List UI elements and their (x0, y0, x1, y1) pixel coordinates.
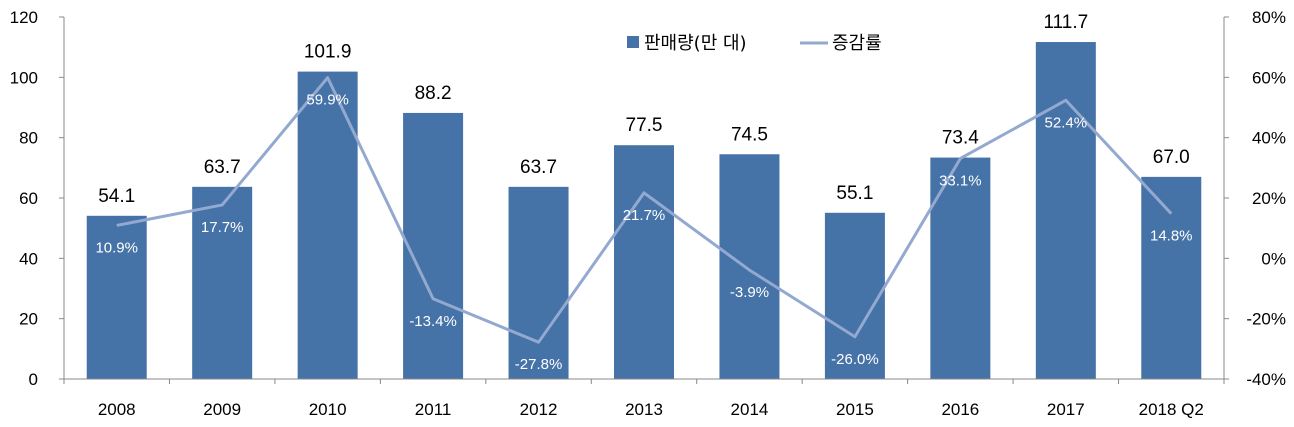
x-tick-label: 2014 (731, 400, 769, 419)
x-tick-label: 2009 (203, 400, 241, 419)
bar-value-label: 101.9 (304, 42, 352, 63)
legend-bar-label: 판매량(만 대) (644, 33, 747, 54)
bar-2008 (86, 215, 147, 379)
bar-value-label: 111.7 (1043, 12, 1088, 33)
x-tick-label: 2016 (941, 400, 979, 419)
bar-2018-q2 (1141, 176, 1202, 379)
left-tick-label: 100 (10, 68, 38, 87)
bar-value-label: 55.1 (836, 183, 873, 204)
right-tick-label: 0% (1261, 249, 1286, 268)
right-tick-label: -20% (1246, 310, 1286, 329)
legend-bar-swatch (627, 36, 639, 48)
right-tick-label: 40% (1252, 129, 1286, 148)
left-tick-label: 0 (29, 370, 38, 389)
bar-2011 (403, 112, 464, 380)
growth-value-label: 10.9% (95, 239, 138, 256)
growth-value-label: 14.8% (1150, 228, 1193, 245)
bar-value-label: 63.7 (520, 157, 557, 178)
growth-value-label: -26.0% (831, 351, 879, 368)
growth-rate-line (116, 76, 1173, 344)
bar-value-label: 88.2 (415, 83, 452, 104)
growth-value-label: 52.4% (1045, 114, 1088, 131)
bar-2017 (1035, 42, 1096, 380)
growth-value-label: 17.7% (201, 219, 244, 236)
bar-value-label: 54.1 (98, 186, 135, 207)
bar-value-label: 63.7 (204, 157, 241, 178)
bar-value-label: 74.5 (731, 124, 768, 145)
x-tick-label: 2013 (625, 400, 663, 419)
bar-2016 (930, 157, 991, 379)
x-tick-label: 2008 (98, 400, 136, 419)
growth-value-label: 21.7% (623, 207, 666, 224)
x-tick-label: 2018 Q2 (1139, 400, 1204, 419)
growth-value-label: -13.4% (409, 313, 457, 330)
bar-value-label: 67.0 (1153, 147, 1190, 168)
left-tick-label: 80 (19, 129, 38, 148)
bar-2009 (192, 186, 253, 379)
x-tick-label: 2017 (1047, 400, 1085, 419)
labels-layer: 54.1 63.7 101.9 88.2 63.7 77.5 74.5 55.1 73.4 111… (95, 12, 1192, 373)
x-tick-label: 2010 (309, 400, 347, 419)
left-tick-label: 120 (10, 8, 38, 27)
growth-line-layer (116, 76, 1173, 344)
bar-2013 (614, 145, 674, 379)
right-tick-label: 80% (1252, 8, 1286, 27)
right-tick-label: 20% (1252, 189, 1286, 208)
growth-value-label: 59.9% (306, 92, 349, 109)
growth-value-label: -3.9% (730, 284, 769, 301)
left-tick-label: 40 (19, 249, 38, 268)
right-tick-label: -40% (1246, 370, 1286, 389)
axes-layer: 0 20 40 60 80 100 120 -40% -20% 0% 20% 40% 60% 80% 200… (10, 8, 1286, 419)
bar-2015 (824, 212, 885, 379)
x-tick-label: 2011 (415, 400, 452, 419)
legend: 판매량(만 대) 증감률 (627, 33, 882, 54)
x-tick-label: 2015 (836, 400, 874, 419)
bar-value-label: 77.5 (626, 115, 663, 136)
growth-value-label: 33.1% (939, 172, 982, 189)
bar-2012 (508, 186, 569, 379)
bar-2014 (719, 154, 780, 379)
bar-2010 (297, 71, 358, 379)
x-tick-label: 2012 (520, 400, 558, 419)
left-tick-label: 20 (19, 310, 38, 329)
right-tick-label: 60% (1252, 68, 1286, 87)
left-tick-label: 60 (19, 189, 38, 208)
bars-layer (86, 42, 1202, 380)
legend-line-label: 증감률 (832, 33, 882, 54)
bar-value-label: 73.4 (942, 128, 979, 149)
growth-value-label: -27.8% (515, 356, 563, 373)
